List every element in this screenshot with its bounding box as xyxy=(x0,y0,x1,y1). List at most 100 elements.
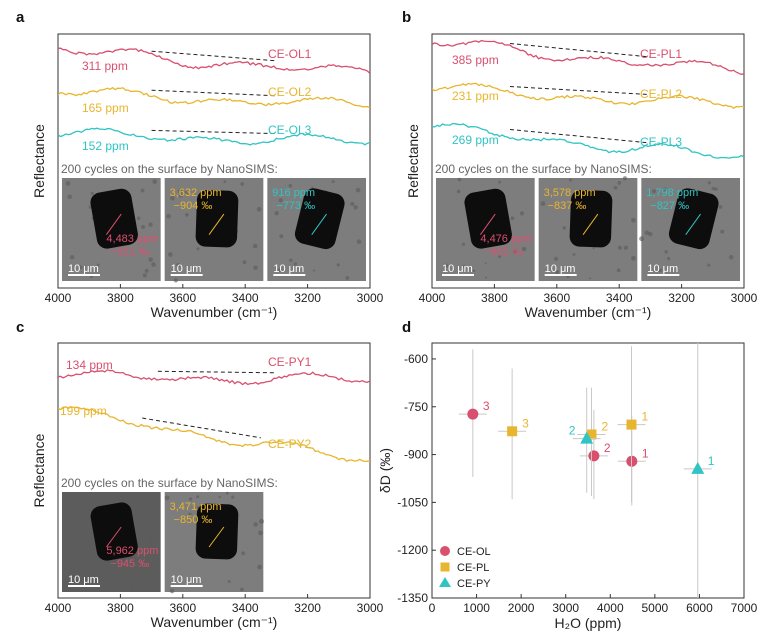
legend-marker xyxy=(440,546,450,556)
texture-grain xyxy=(521,246,527,252)
texture-grain xyxy=(662,187,667,192)
texture-grain xyxy=(592,246,595,250)
texture-grain xyxy=(461,242,466,246)
x-tick-label: 3800 xyxy=(107,291,134,305)
texture-grain xyxy=(196,495,200,499)
crystal-grain xyxy=(90,502,138,561)
plot-frame xyxy=(431,342,745,599)
scale-bar-label: 10 μm xyxy=(273,263,304,275)
x-tick-label: 6000 xyxy=(686,601,713,615)
texture-grain xyxy=(350,201,355,206)
texture-grain xyxy=(728,255,734,260)
nanosims-caption: 200 cycles on the surface by NanoSIMS: xyxy=(61,476,278,490)
texture-grain xyxy=(144,268,149,274)
sample-label: CE-PY1 xyxy=(268,355,312,369)
image-permil: −837 ‰ xyxy=(548,200,587,212)
x-tick-label: 3600 xyxy=(543,291,570,305)
x-tick-label: 5000 xyxy=(642,601,669,615)
texture-grain xyxy=(513,249,518,254)
texture-grain xyxy=(256,206,262,212)
texture-grain xyxy=(312,269,316,272)
nanosims-image: 10 μm 5,962 ppm−945 ‰ xyxy=(62,492,161,592)
texture-grain xyxy=(484,262,487,265)
texture-grain xyxy=(136,560,141,564)
spot-pointer xyxy=(208,526,225,548)
texture-grain xyxy=(257,564,263,570)
y-tick-label: -1350 xyxy=(397,591,428,605)
nanosims-image: 10 μm 1,798 ppm−827 ‰ xyxy=(639,178,740,281)
plot-frame xyxy=(57,33,371,289)
x-tick-label: 4000 xyxy=(419,291,446,305)
x-tick-label: 3200 xyxy=(294,601,321,615)
texture-grain xyxy=(356,239,362,244)
scale-bar-label: 10 μm xyxy=(171,574,202,586)
texture-grain xyxy=(184,190,189,195)
texture-grain xyxy=(130,588,135,592)
image-ppm: 916 ppm xyxy=(272,187,315,199)
panel-c: c Reflectance 4000 3800 3600 3400 3200 3000 Wave… xyxy=(16,319,384,630)
texture-grain xyxy=(108,501,111,504)
sample-label: CE-OL3 xyxy=(268,123,312,137)
image-ppm: 3,632 ppm xyxy=(170,187,222,199)
ppm-label: 311 ppm xyxy=(82,59,128,73)
baseline-CE-OL2 xyxy=(151,89,277,97)
texture-grain xyxy=(617,245,622,250)
baseline-CE-OL3 xyxy=(151,129,277,135)
point-label: 2 xyxy=(601,419,608,433)
nanosims-image: 10 μm 3,578 ppm−837 ‰ xyxy=(538,176,638,281)
plot-frame xyxy=(57,342,371,599)
texture-grain xyxy=(176,263,181,268)
point-label: 1 xyxy=(642,446,649,460)
texture-grain xyxy=(274,211,279,216)
texture-grain xyxy=(188,512,192,517)
baseline-CE-PL2 xyxy=(509,86,651,96)
texture-grain xyxy=(96,263,100,267)
texture-grain xyxy=(289,258,293,263)
texture-grain xyxy=(148,537,153,542)
nanosims-caption: 200 cycles on the surface by NanoSIMS: xyxy=(61,162,278,176)
crystal-grain xyxy=(195,189,239,248)
x-axis-label: Wavenumber (cm⁻¹) xyxy=(151,304,278,320)
scale-bar-label: 10 μm xyxy=(647,263,678,275)
spot-pointer xyxy=(582,213,599,235)
spectrum-CE-OL2 xyxy=(58,86,370,109)
x-tick-label: 7000 xyxy=(731,601,758,615)
texture-grain xyxy=(666,256,671,261)
x-tick-label: 3400 xyxy=(606,291,633,305)
x-tick-label: 3400 xyxy=(232,291,259,305)
sample-label: CE-PL2 xyxy=(640,87,682,101)
texture-grain xyxy=(519,211,525,216)
baseline-CE-OL1 xyxy=(151,50,277,62)
data-point-CE-PL xyxy=(507,426,518,437)
texture-grain xyxy=(648,231,653,237)
texture-grain xyxy=(148,257,153,262)
x-tick-label: 4000 xyxy=(45,291,72,305)
texture-grain xyxy=(253,522,258,527)
x-tick-label: 3800 xyxy=(481,291,508,305)
data-point-CE-PY xyxy=(691,461,705,474)
crystal-grain xyxy=(569,189,613,248)
point-label: 3 xyxy=(522,416,529,430)
crystal-grain xyxy=(195,503,239,560)
texture-grain xyxy=(278,198,283,203)
nanosims-image: 10 μm 4,483 ppm−921 ‰ xyxy=(62,178,161,281)
texture-grain xyxy=(568,178,572,182)
x-tick-label: 3000 xyxy=(552,601,579,615)
y-tick-label: -1200 xyxy=(397,543,428,557)
texture-grain xyxy=(152,179,158,184)
x-tick-label: 3000 xyxy=(357,601,384,615)
texture-grain xyxy=(277,267,283,273)
y-tick-label: -750 xyxy=(404,400,428,414)
texture-grain xyxy=(164,495,170,501)
texture-grain xyxy=(472,269,476,273)
x-tick-label: 3400 xyxy=(232,601,259,615)
texture-grain xyxy=(132,556,137,560)
texture-grain xyxy=(711,186,715,191)
texture-grain xyxy=(498,255,501,259)
x-axis-label: Wavenumber (cm⁻¹) xyxy=(525,304,652,320)
texture-grain xyxy=(90,191,94,196)
spectrum-CE-OL3 xyxy=(58,127,370,146)
texture-grain xyxy=(355,187,361,193)
point-label: 2 xyxy=(604,441,611,455)
texture-grain xyxy=(231,495,235,499)
